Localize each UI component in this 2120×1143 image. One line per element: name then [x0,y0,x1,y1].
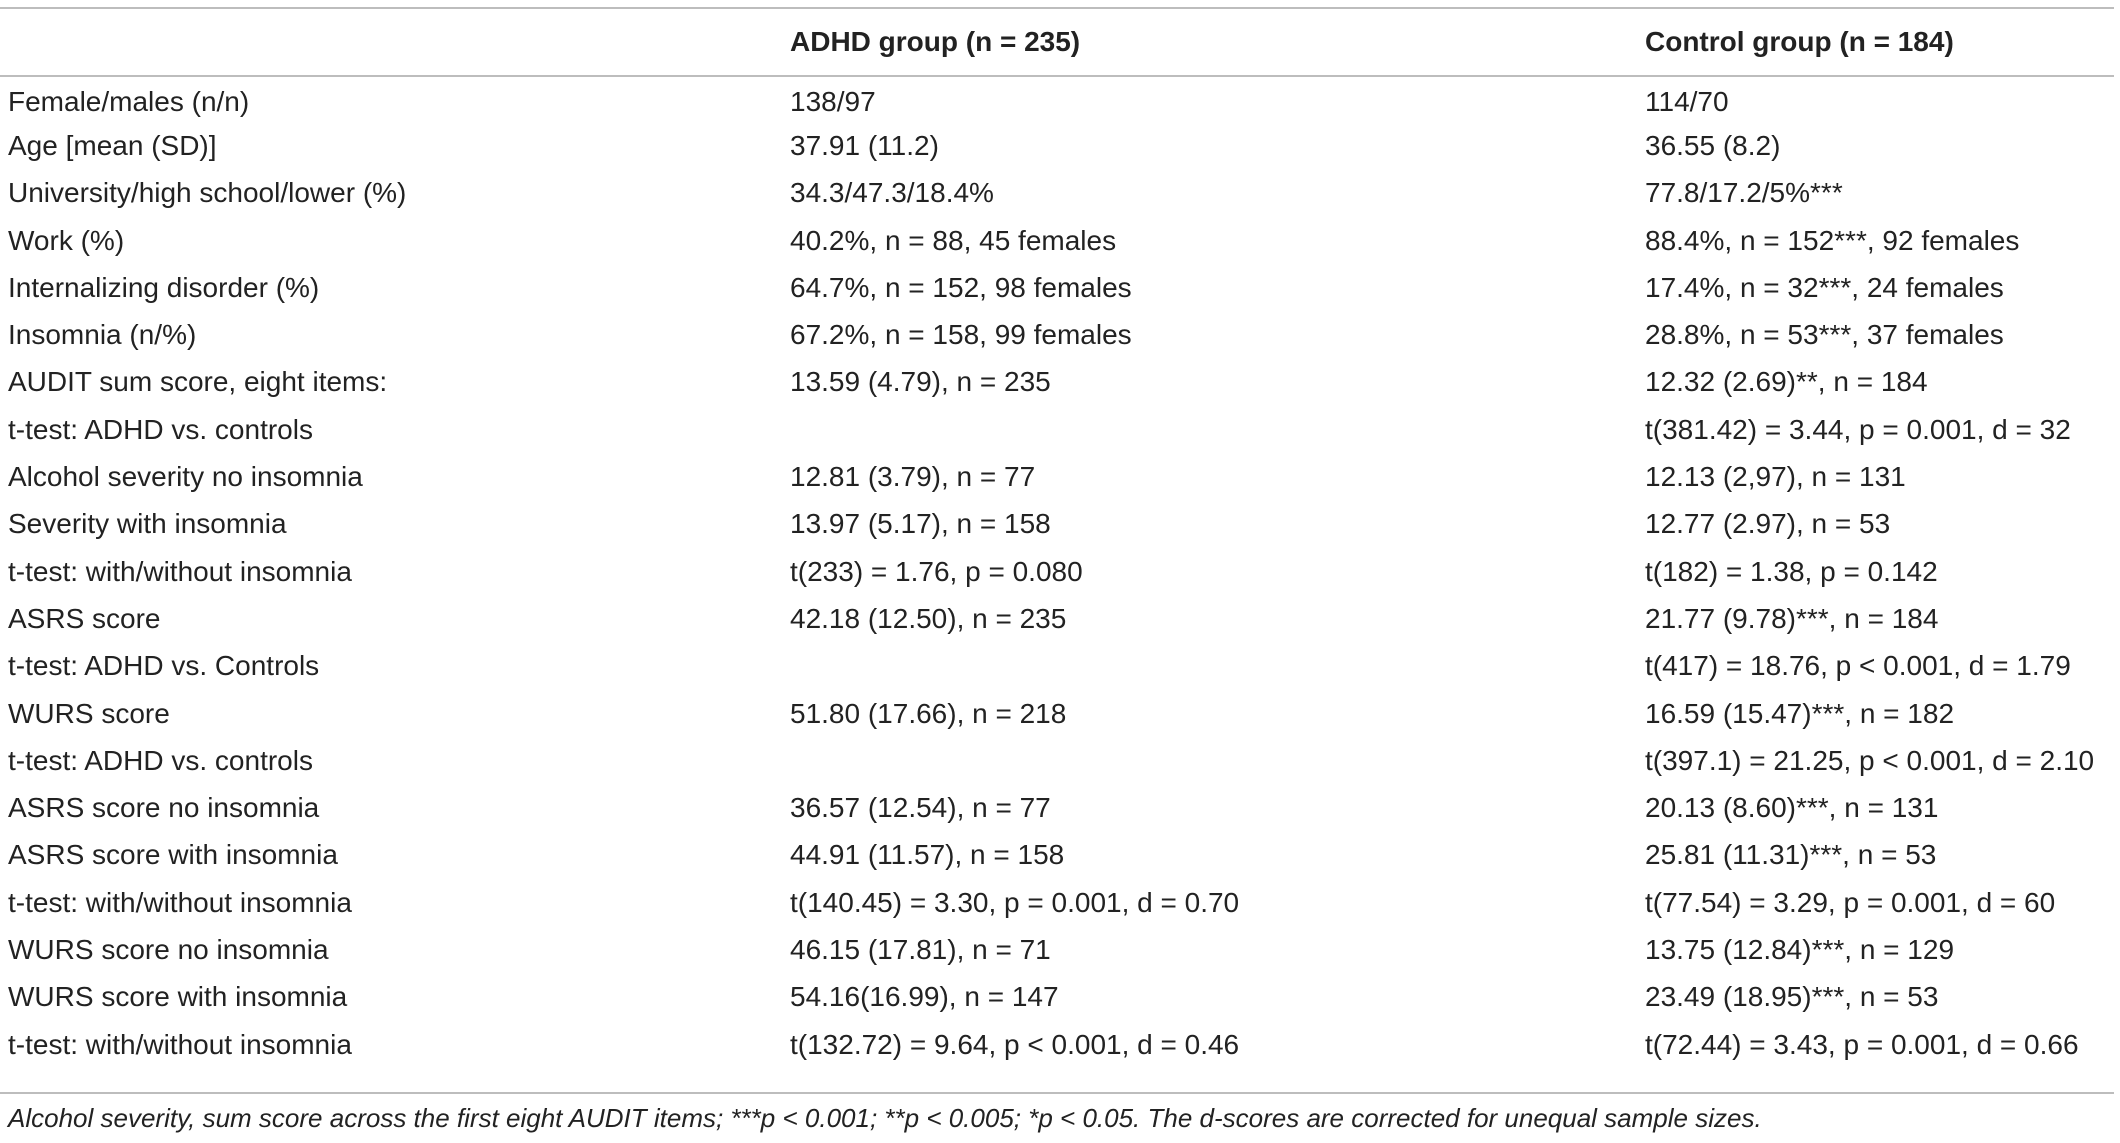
cell-adhd-value: 13.59 (4.79), n = 235 [790,366,1051,398]
table-row: ASRS score no insomnia 36.57 (12.54), n =… [0,784,2114,831]
cell-adhd-value: 36.57 (12.54), n = 77 [790,792,1051,824]
cell-adhd-value: t(233) = 1.76, p = 0.080 [790,555,1083,587]
cell-row-label: ASRS score no insomnia [8,792,320,824]
cell-control-value: 77.8/17.2/5%*** [1645,177,1843,209]
cell-adhd-value: 51.80 (17.66), n = 218 [790,697,1067,729]
cell-row-label: WURS score with insomnia [8,981,348,1013]
cell-adhd-value: 42.18 (12.50), n = 235 [790,602,1067,634]
table-row: Internalizing disorder (%) 64.7%, n = 152… [0,264,2114,311]
table-bottom-rule [0,1092,2114,1094]
table-row: Work (%) 40.2%, n = 88, 45 females 88.4%, … [0,217,2114,264]
cell-row-label: t-test: with/without insomnia [8,1028,352,1060]
cell-row-label: Severity with insomnia [8,508,287,540]
cell-adhd-value: 67.2%, n = 158, 99 females [790,319,1132,351]
table-row: t-test: with/without insomnia t(140.45) =… [0,879,2114,926]
cell-control-value: t(417) = 18.76, p < 0.001, d = 1.79 [1645,650,2071,682]
cell-control-value: 12.77 (2.97), n = 53 [1645,508,1891,540]
table-body: Female/males (n/n) 138/97 114/70 Age [mean … [0,75,2114,1068]
cell-adhd-value: 12.81 (3.79), n = 77 [790,461,1036,493]
cell-adhd-value: 44.91 (11.57), n = 158 [790,839,1065,871]
table-row: AUDIT sum score, eight items: 13.59 (4.79… [0,359,2114,406]
cell-adhd-value [790,737,1645,784]
cell-control-value: t(381.42) = 3.44, p = 0.001, d = 32 [1645,413,2071,445]
cell-row-label: t-test: with/without insomnia [8,555,352,587]
cell-row-label: Age [mean (SD)] [8,129,217,161]
cell-row-label: WURS score [8,697,170,729]
cell-control-value: 12.32 (2.69)**, n = 184 [1645,366,1928,398]
cell-adhd-value: 46.15 (17.81), n = 71 [790,933,1051,965]
header-cell-adhd-group: ADHD group (n = 235) [790,26,1081,57]
table-row: Alcohol severity no insomnia 12.81 (3.79)… [0,453,2114,500]
cell-control-value: 13.75 (12.84)***, n = 129 [1645,933,1955,965]
cell-control-value: 16.59 (15.47)***, n = 182 [1645,697,1955,729]
table-row: WURS score with insomnia 54.16(16.99), n … [0,974,2114,1021]
table-row: Age [mean (SD)] 37.91 (11.2) 36.55 (8.2) [0,122,2114,169]
cell-row-label: ASRS score [8,602,161,634]
cell-control-value: 12.13 (2,97), n = 131 [1645,461,1906,493]
table-row: WURS score no insomnia 46.15 (17.81), n =… [0,926,2114,973]
cell-control-value: t(72.44) = 3.43, p = 0.001, d = 0.66 [1645,1028,2079,1060]
table-row: University/high school/lower (%) 34.3/47.… [0,170,2114,217]
header-cell-variable [0,9,790,75]
cell-row-label: t-test: ADHD vs. Controls [8,650,320,682]
cell-control-value: 23.49 (18.95)***, n = 53 [1645,981,1939,1013]
cell-adhd-value: 54.16(16.99), n = 147 [790,981,1059,1013]
table-row: Insomnia (n/%) 67.2%, n = 158, 99 females… [0,311,2114,358]
cell-row-label: University/high school/lower (%) [8,177,407,209]
cell-control-value: 36.55 (8.2) [1645,129,1781,161]
cell-adhd-value: 34.3/47.3/18.4% [790,177,994,209]
cell-adhd-value: 37.91 (11.2) [790,129,939,161]
cell-adhd-value: t(140.45) = 3.30, p = 0.001, d = 0.70 [790,886,1240,918]
table-row: t-test: with/without insomnia t(132.72) =… [0,1021,2114,1068]
cell-row-label: ASRS score with insomnia [8,839,338,871]
cell-row-label: t-test: ADHD vs. controls [8,744,313,776]
table-row: t-test: ADHD vs. controls t(381.42) = 3.4… [0,406,2114,453]
data-table: ADHD group (n = 235) Control group (n = … [0,9,2114,1068]
cell-row-label: Insomnia (n/%) [8,319,197,351]
table-row: ASRS score 42.18 (12.50), n = 235 21.77 (9… [0,595,2114,642]
cell-row-label: Internalizing disorder (%) [8,271,320,303]
table-row: ASRS score with insomnia 44.91 (11.57), n… [0,832,2114,879]
header-cell-control-group: Control group (n = 184) [1645,26,1954,57]
cell-control-value: 20.13 (8.60)***, n = 131 [1645,792,1939,824]
cell-control-value: 21.77 (9.78)***, n = 184 [1645,602,1939,634]
cell-control-value: t(182) = 1.38, p = 0.142 [1645,555,1938,587]
table-row: t-test: with/without insomnia t(233) = 1.… [0,548,2114,595]
cell-row-label: t-test: with/without insomnia [8,886,352,918]
cell-control-value: 25.81 (11.31)***, n = 53 [1645,839,1937,871]
table-row: Female/males (n/n) 138/97 114/70 [0,75,2114,122]
cell-row-label: Female/males (n/n) [8,85,250,117]
cell-control-value: 114/70 [1645,85,1729,117]
cell-adhd-value [790,406,1645,453]
cell-row-label: t-test: ADHD vs. controls [8,413,313,445]
cell-row-label: Work (%) [8,224,125,256]
cell-row-label: Alcohol severity no insomnia [8,461,363,493]
table-row: WURS score 51.80 (17.66), n = 218 16.59 (1… [0,690,2114,737]
cell-control-value: 28.8%, n = 53***, 37 females [1645,319,2004,351]
cell-control-value: t(397.1) = 21.25, p < 0.001, d = 2.10 [1645,744,2095,776]
cell-control-value: 88.4%, n = 152***, 92 females [1645,224,2020,256]
table-top-rule [0,7,2114,9]
cell-adhd-value [790,643,1645,690]
cell-adhd-value: 64.7%, n = 152, 98 females [790,271,1132,303]
cell-adhd-value: t(132.72) = 9.64, p < 0.001, d = 0.46 [790,1028,1240,1060]
table-row: Severity with insomnia 13.97 (5.17), n = … [0,501,2114,548]
table-header-row: ADHD group (n = 235) Control group (n = … [0,9,2114,75]
cell-adhd-value: 138/97 [790,85,876,117]
table-footnote: Alcohol severity, sum score across the f… [8,1103,1762,1133]
table-header-rule [0,75,2114,77]
cell-adhd-value: 40.2%, n = 88, 45 females [790,224,1117,256]
cell-adhd-value: 13.97 (5.17), n = 158 [790,508,1051,540]
table-row: t-test: ADHD vs. controls t(397.1) = 21.2… [0,737,2114,784]
cell-control-value: 17.4%, n = 32***, 24 females [1645,271,2004,303]
table-row: t-test: ADHD vs. Controls t(417) = 18.76,… [0,643,2114,690]
cell-control-value: t(77.54) = 3.29, p = 0.001, d = 60 [1645,886,2056,918]
cell-row-label: AUDIT sum score, eight items: [8,366,388,398]
cell-row-label: WURS score no insomnia [8,933,329,965]
